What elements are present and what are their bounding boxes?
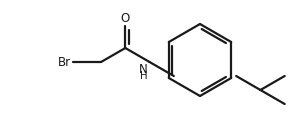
Text: N: N (139, 63, 148, 76)
Text: H: H (140, 71, 148, 81)
Text: O: O (121, 12, 130, 25)
Text: Br: Br (58, 56, 71, 68)
